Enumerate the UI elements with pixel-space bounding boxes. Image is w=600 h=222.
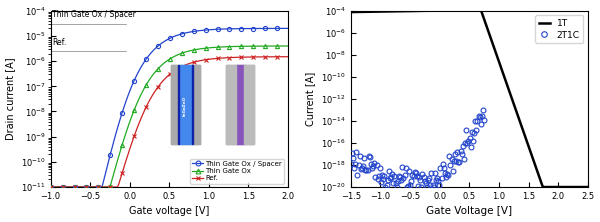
Text: Thin Gate Ox / Spacer: Thin Gate Ox / Spacer <box>52 10 136 20</box>
X-axis label: Gate voltage [V]: Gate voltage [V] <box>129 206 209 216</box>
X-axis label: Gate Voltage [V]: Gate Voltage [V] <box>426 206 512 216</box>
Legend: 1T, 2T1C: 1T, 2T1C <box>535 15 583 43</box>
Y-axis label: Current [A]: Current [A] <box>305 72 316 126</box>
Y-axis label: Drain current [A]: Drain current [A] <box>5 57 16 140</box>
Legend: Thin Gate Ox / Spacer, Thin Gate Ox, Ref.: Thin Gate Ox / Spacer, Thin Gate Ox, Ref… <box>190 159 284 184</box>
Text: Ref.: Ref. <box>52 38 67 48</box>
